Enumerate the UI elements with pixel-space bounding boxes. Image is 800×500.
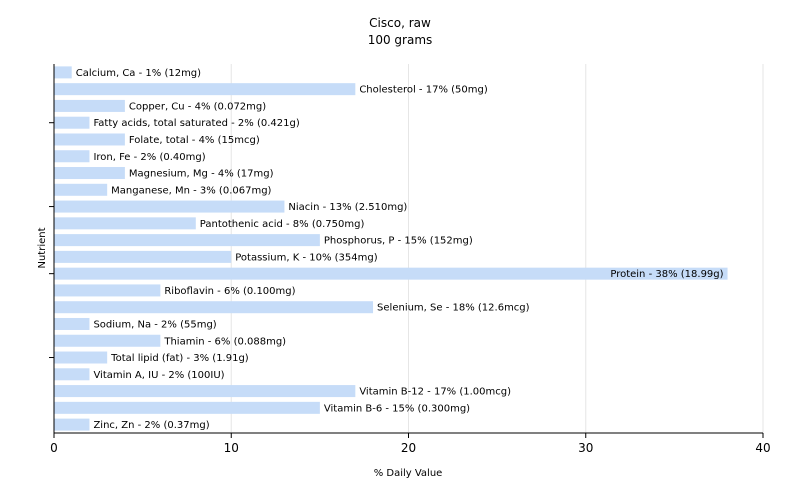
bar-label-9: Pantothenic acid - 8% (0.750mg) [200,219,365,230]
bar-0 [54,66,72,79]
bar-19 [54,385,356,398]
bar-3 [54,116,90,129]
bar-label-10: Phosphorus, P - 15% (152mg) [324,236,473,247]
bar-13 [54,284,161,297]
bar-7 [54,183,108,196]
bar-label-18: Vitamin A, IU - 2% (100IU) [93,370,224,381]
bar-label-13: Riboflavin - 6% (0.100mg) [164,286,295,297]
bar-11 [54,250,232,263]
bar-label-14: Selenium, Se - 18% (12.6mcg) [377,303,530,314]
bar-label-21: Zinc, Zn - 2% (0.37mg) [93,420,209,431]
grid-lines [230,64,764,433]
bar-label-4: Folate, total - 4% (15mcg) [129,135,260,146]
bar-label-20: Vitamin B-6 - 15% (0.300mg) [324,403,470,414]
bar-10 [54,234,320,247]
bar-16 [54,334,161,347]
x-ticks-group: 0 10 20 30 40 [50,433,771,455]
bar-9 [54,217,196,230]
bar-20 [54,401,320,414]
bar-label-16: Thiamin - 6% (0.088mg) [163,336,286,347]
bar-label-8: Niacin - 13% (2.510mg) [288,202,407,213]
x-tick-label-3: 30 [578,441,593,455]
bar-label-11: Potassium, K - 10% (354mg) [235,252,377,263]
bar-label-3: Fatty acids, total saturated - 2% (0.421… [93,118,299,129]
chart-title: Cisco, raw [369,16,431,30]
bar-18 [54,368,90,381]
bars-group: Calcium, Ca - 1% (12mg) Cholesterol - 17%… [54,66,728,431]
bar-4 [54,133,125,146]
bar-17 [54,351,108,364]
bar-label-17: Total lipid (fat) - 3% (1.91g) [110,353,249,364]
bar-15 [54,317,90,330]
bar-label-19: Vitamin B-12 - 17% (1.00mcg) [359,387,511,398]
bar-14 [54,301,374,314]
x-axis-title: % Daily Value [374,468,443,479]
x-tick-label-0: 0 [50,441,58,455]
bar-label-12: Protein - 38% (18.99g) [610,269,723,280]
bar-label-1: Cholesterol - 17% (50mg) [359,85,488,96]
bar-label-6: Magnesium, Mg - 4% (17mg) [129,169,274,180]
x-tick-label-2: 20 [401,441,416,455]
bar-label-15: Sodium, Na - 2% (55mg) [93,319,216,330]
bar-5 [54,150,90,163]
bar-label-0: Calcium, Ca - 1% (12mg) [76,68,201,79]
bar-8 [54,200,285,213]
bar-label-7: Manganese, Mn - 3% (0.067mg) [111,185,271,196]
y-axis-title: Nutrient [37,227,48,268]
x-tick-label-4: 40 [755,441,770,455]
bar-2 [54,99,125,112]
x-tick-label-1: 10 [224,441,239,455]
bar-1 [54,83,356,96]
chart-subtitle: 100 grams [368,33,433,47]
bar-12 [54,267,728,280]
bar-6 [54,167,125,180]
bar-label-5: Iron, Fe - 2% (0.40mg) [93,152,205,163]
bar-label-2: Copper, Cu - 4% (0.072mg) [129,101,266,112]
bar-21 [54,418,90,431]
